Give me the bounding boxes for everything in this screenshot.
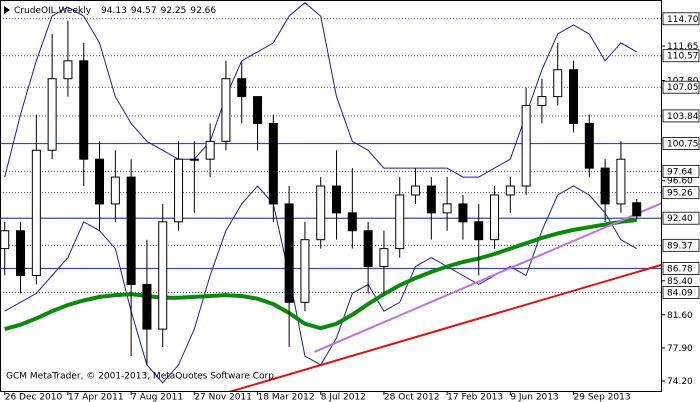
candle-body [205,140,215,160]
y-tick-label: 114.70 [667,15,699,25]
candle-body [600,167,610,205]
candle-body [616,158,626,205]
y-tick-label: 85.40 [667,277,693,287]
level-label-box [662,49,700,63]
plot-area [0,2,662,392]
candle-body [363,230,373,268]
candle-body [126,176,136,285]
candle-body [458,203,468,223]
candle-body [221,78,231,142]
y-tick-label: 86.78 [667,264,693,274]
candle-body [474,221,484,241]
band-line [4,2,637,178]
y-tick-label: 96.60 [667,177,693,187]
x-tick-label: 8 Jul 2012 [321,393,366,402]
level-label-box [662,164,700,178]
candle-body [142,283,152,330]
trend-line [314,202,662,353]
y-tick-label: 100.75 [667,140,699,150]
y-tick-label: 81.60 [667,311,693,321]
x-tick-label: 7 Aug 2011 [131,393,183,402]
header-price: 94.13 [101,6,127,16]
candle-body [95,158,105,205]
x-tick-label: 17 Apr 2011 [68,393,124,402]
y-tick-label: 92.40 [667,214,693,224]
x-tick-label: 28 Oct 2012 [384,393,440,402]
candle-body [332,185,342,214]
candle-body [253,96,263,124]
trend-line [228,263,662,392]
header-arrow [4,6,10,14]
candle-body [47,78,57,151]
candle-body [158,221,168,330]
candle-body [521,105,531,187]
y-tick-label: 107.05 [667,83,699,93]
y-tick-label: 97.64 [667,167,693,177]
candle-body [174,158,184,223]
candle-body [237,78,247,98]
candle-body [395,194,405,250]
x-tick-label: 9 Jun 2013 [510,393,558,402]
x-tick-label: 18 Mar 2012 [258,393,315,402]
x-tick-label: 27 Nov 2011 [194,393,252,402]
level-label-box [662,238,700,252]
level-label-box [662,12,700,26]
level-label-box [662,80,700,94]
candle-body [347,212,357,232]
level-label-box [662,137,700,150]
candle-body [490,194,500,241]
level-label-box [662,286,700,299]
candle-body [442,203,452,214]
level-label-box [662,109,700,123]
candle-body [0,230,10,250]
candle-body [284,203,294,303]
chart-header: CrudeOIL,Weekly 94.13 94.57 92.25 92.66 [14,6,216,16]
header-price: 92.25 [161,6,187,16]
candle-body [426,185,436,214]
symbol: CrudeOIL,Weekly [14,6,92,16]
copyright: GCM MetaTrader, © 2001-2013, MetaQuotes … [6,372,277,382]
y-tick-label: 89.37 [667,241,693,251]
candle-body [379,248,389,268]
candle-body [63,60,73,80]
moving-average [4,218,637,332]
x-tick-label: 29 Sep 2013 [574,393,631,402]
candle-body [505,185,515,196]
y-tick-label: 110.57 [667,52,699,62]
candle-body [268,122,278,205]
candle-body [569,69,579,124]
candle-body [584,122,594,169]
y-tick-label: 111.65 [667,42,699,52]
candle-body [316,185,326,241]
y-tick-label: 103.84 [667,112,699,122]
level-label-box [662,211,700,225]
level-label-box [662,262,700,275]
candle-body [632,202,642,217]
y-tick-label: 74.20 [667,377,693,387]
candle-body [79,60,89,160]
candle-body [537,96,547,107]
x-tick-label: 26 Dec 2010 [5,393,63,402]
level-label-box [662,186,700,200]
y-tick-label: 77.90 [667,344,693,354]
y-tick-label: 95.26 [667,189,693,199]
candle-body [110,176,120,205]
candle-body [31,149,41,276]
candle-body [411,185,421,196]
plot-frame [0,0,662,392]
x-tick-label: 17 Feb 2013 [447,393,503,402]
candle-body [16,230,26,276]
header-price: 92.66 [190,6,216,16]
y-tick-label: 84.09 [667,289,693,299]
candle-body [553,69,563,98]
header-price: 94.57 [131,6,157,16]
candle-body [189,158,199,161]
candle-body [300,239,310,303]
